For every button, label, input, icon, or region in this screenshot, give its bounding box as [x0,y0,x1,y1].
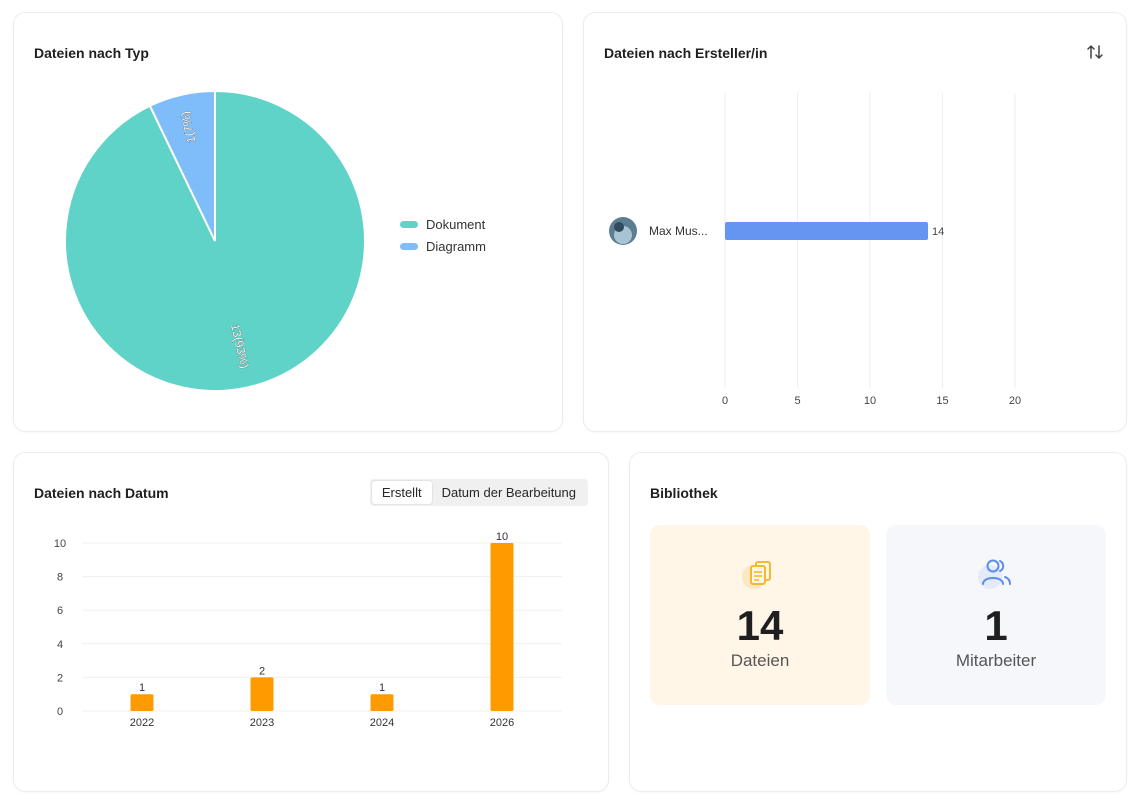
date-mode-toggle: Erstellt Datum der Bearbeitung [369,479,588,506]
members-count: 1 [984,602,1008,649]
users-icon [978,559,1011,589]
date-y-tick-label: 8 [57,572,63,584]
members-label: Mitarbeiter [955,651,1037,670]
files-by-author-title: Dateien nach Ersteller/in [604,45,768,61]
author-x-tick-label: 10 [864,395,876,407]
legend-label-dokument: Dokument [426,216,486,232]
date-y-tick-label: 2 [57,672,63,684]
pie-legend: Dokument Diagramm [400,213,486,257]
files-by-date-card: Dateien nach Datum Erstellt Datum der Be… [13,452,609,792]
date-x-tick-label: 2022 [130,717,154,729]
date-y-tick-label: 10 [54,538,66,550]
library-card: Bibliothek 14 Dateien 1 Mitarbeiter [629,452,1127,792]
files-by-date-title: Dateien nach Datum [34,485,169,501]
date-y-tick-label: 0 [57,706,63,718]
date-bar[interactable] [130,694,154,711]
pie-slice-diagramm[interactable] [148,89,216,242]
author-bar[interactable] [725,222,928,240]
author-x-tick-label: 0 [722,395,728,407]
files-by-type-card: Dateien nach Typ 13(93%) 1(7%) Dokument D… [13,12,563,432]
toggle-edited-button[interactable]: Datum der Bearbeitung [441,485,576,500]
date-y-tick-label: 6 [57,605,63,617]
files-by-author-bar-chart: 0 5 10 15 20 Max Mus... 14 [609,93,1021,407]
sort-icon[interactable] [1086,43,1104,61]
files-count: 14 [736,602,784,649]
author-x-tick-label: 5 [794,395,800,407]
author-x-tick-label: 15 [936,395,948,407]
date-y-tick-label: 4 [57,639,63,651]
date-bar-value-label: 10 [496,531,508,543]
date-bar-value-label: 2 [259,665,265,677]
date-bar[interactable] [250,677,274,711]
author-category-label: Max Mus... [649,224,708,238]
date-x-tick-label: 2023 [250,717,274,729]
members-stat-tile[interactable]: 1 Mitarbeiter [886,525,1106,705]
legend-item-diagramm[interactable]: Diagramm [400,235,486,257]
files-by-type-pie-chart: 13(93%)1(7%) [64,89,366,392]
legend-item-dokument[interactable]: Dokument [400,213,486,235]
date-x-tick-label: 2024 [370,717,394,729]
files-by-type-title: Dateien nach Typ [34,45,149,61]
files-stat-tile[interactable]: 14 Dateien [650,525,870,705]
library-title: Bibliothek [650,485,718,501]
files-by-date-bar-chart: 0 2 4 6 8 10 1 2022 2 2023 1 2024 10 2026 [54,531,562,729]
date-x-tick-label: 2026 [490,717,514,729]
files-by-author-card: Dateien nach Ersteller/in 0 5 10 15 20 Max Mu… [583,12,1127,432]
files-label: Dateien [730,651,790,670]
date-bar-value-label: 1 [379,682,385,694]
legend-swatch-dokument [400,220,418,228]
author-x-tick-label: 20 [1009,395,1021,407]
legend-swatch-diagramm [400,242,418,250]
date-bar-value-label: 1 [139,682,145,694]
legend-label-diagramm: Diagramm [426,238,486,254]
toggle-created-button[interactable]: Erstellt [371,481,432,504]
files-icon [742,561,771,589]
author-avatar [609,217,637,245]
date-bar[interactable] [490,543,514,711]
author-bar-value-label: 14 [932,226,944,238]
date-bar[interactable] [370,694,394,711]
